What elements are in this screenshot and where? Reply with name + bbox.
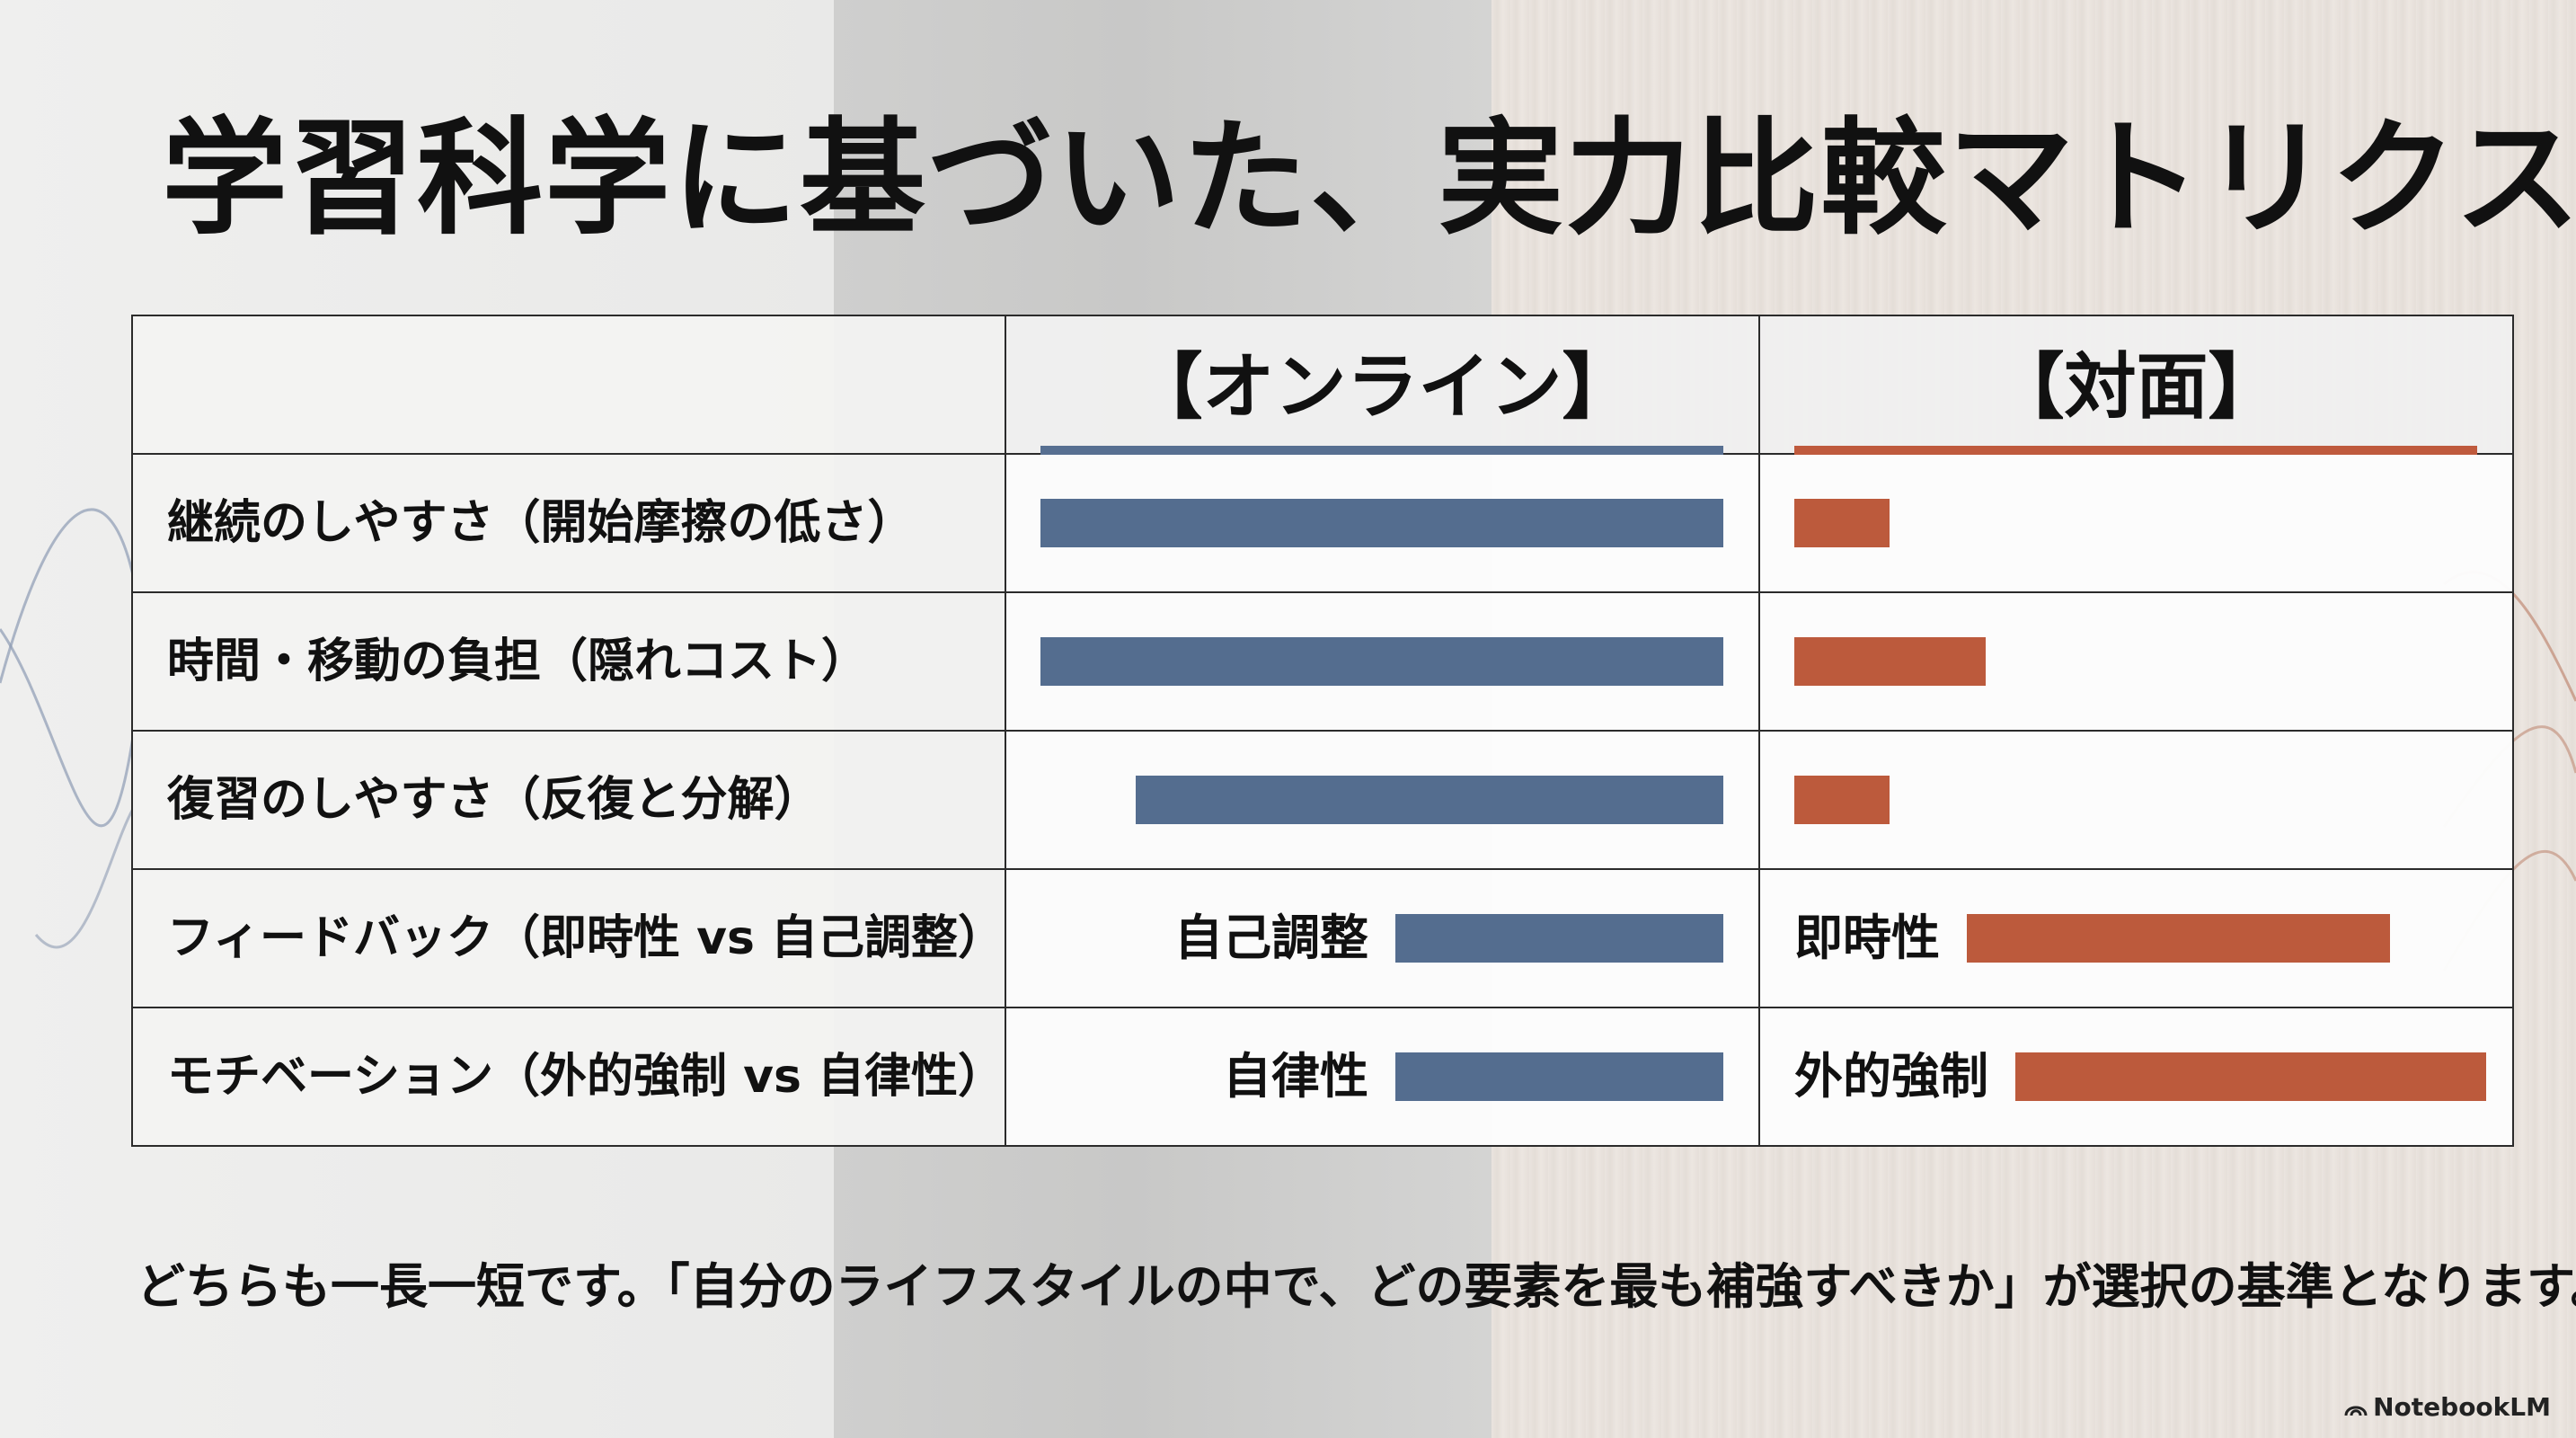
bar-area: 自己調整 bbox=[1040, 870, 1724, 1007]
bar-area bbox=[1040, 593, 1724, 730]
face-bar bbox=[1794, 499, 1890, 547]
bar-area bbox=[1040, 455, 1724, 591]
face-bar bbox=[1967, 914, 2391, 963]
online-bar bbox=[1040, 637, 1724, 686]
matrix-row: フィードバック（即時性 vs 自己調整） 自己調整 即時性 bbox=[130, 868, 2515, 1008]
column-header-online-label: 【オンライン】 bbox=[1130, 345, 1634, 429]
row-label: フィードバック（即時性 vs 自己調整） bbox=[167, 911, 1005, 965]
row-label: 復習のしやすさ（反復と分解） bbox=[167, 773, 821, 827]
row-label-cell: モチベーション（外的強制 vs 自律性） bbox=[130, 1007, 1007, 1147]
bar-area: 自律性 bbox=[1040, 1008, 1724, 1145]
row-label-cell: フィードバック（即時性 vs 自己調整） bbox=[130, 868, 1007, 1008]
online-bar-label: 自己調整 bbox=[1174, 910, 1369, 966]
online-bar bbox=[1136, 776, 1724, 824]
face-header-underline bbox=[1794, 446, 2478, 455]
row-label-cell: 継続のしやすさ（開始摩擦の低さ） bbox=[130, 453, 1007, 593]
column-header-face-label: 【対面】 bbox=[1992, 345, 2280, 429]
face-bar-label: 即時性 bbox=[1794, 910, 1941, 966]
online-bar-label: 自律性 bbox=[1223, 1048, 1369, 1105]
row-label: モチベーション（外的強制 vs 自律性） bbox=[167, 1050, 1005, 1104]
online-cell: 自己調整 bbox=[1005, 868, 1761, 1008]
face-cell: 外的強制 bbox=[1758, 1007, 2515, 1147]
face-bar bbox=[1794, 637, 1987, 686]
bar-area bbox=[1794, 732, 2477, 868]
matrix-row: 復習のしやすさ（反復と分解） bbox=[130, 730, 2515, 870]
row-label: 継続のしやすさ（開始摩擦の低さ） bbox=[167, 496, 915, 550]
matrix-row: モチベーション（外的強制 vs 自律性） 自律性 外的強制 bbox=[130, 1007, 2515, 1147]
face-bar bbox=[2015, 1052, 2487, 1101]
online-bar bbox=[1395, 914, 1724, 963]
matrix-row: 継続のしやすさ（開始摩擦の低さ） bbox=[130, 453, 2515, 593]
page-title: 学習科学に基づいた、実力比較マトリクス bbox=[162, 106, 2576, 253]
footer-note: どちらも一長一短です。「自分のライフスタイルの中で、どの要素を最も補強すべきか」… bbox=[137, 1258, 2576, 1315]
online-cell: 自律性 bbox=[1005, 1007, 1761, 1147]
row-label: 時間・移動の負担（隠れコスト） bbox=[167, 635, 869, 688]
online-header-underline bbox=[1040, 446, 1724, 455]
column-header-face: 【対面】 bbox=[1758, 315, 2515, 455]
row-label-cell: 時間・移動の負担（隠れコスト） bbox=[130, 591, 1007, 732]
face-cell: 即時性 bbox=[1758, 868, 2515, 1008]
face-bar-label: 外的強制 bbox=[1794, 1048, 1989, 1105]
brand-name: NotebookLM bbox=[2373, 1392, 2551, 1422]
face-bar bbox=[1794, 776, 1890, 824]
bar-area: 外的強制 bbox=[1794, 1008, 2487, 1145]
online-bar bbox=[1040, 499, 1724, 547]
face-cell bbox=[1758, 591, 2515, 732]
bar-area bbox=[1794, 455, 2477, 591]
matrix-header-row: 【オンライン】 【対面】 bbox=[130, 315, 2515, 455]
bar-area: 即時性 bbox=[1794, 870, 2477, 1007]
online-cell bbox=[1005, 591, 1761, 732]
online-cell bbox=[1005, 453, 1761, 593]
matrix-corner-cell bbox=[130, 315, 1007, 455]
column-header-online: 【オンライン】 bbox=[1005, 315, 1761, 455]
online-cell bbox=[1005, 730, 1761, 870]
comparison-matrix: 【オンライン】 【対面】 継続のしやすさ（開始摩擦の低さ） 時間・移動の負担（隠れ… bbox=[130, 315, 2515, 1147]
online-bar bbox=[1395, 1052, 1724, 1101]
brand-watermark: NotebookLM bbox=[2344, 1392, 2551, 1422]
row-label-cell: 復習のしやすさ（反復と分解） bbox=[130, 730, 1007, 870]
face-cell bbox=[1758, 453, 2515, 593]
matrix-row: 時間・移動の負担（隠れコスト） bbox=[130, 591, 2515, 732]
face-cell bbox=[1758, 730, 2515, 870]
bar-area bbox=[1794, 593, 2477, 730]
bar-area bbox=[1040, 732, 1724, 868]
notebooklm-logo-icon bbox=[2344, 1406, 2368, 1416]
